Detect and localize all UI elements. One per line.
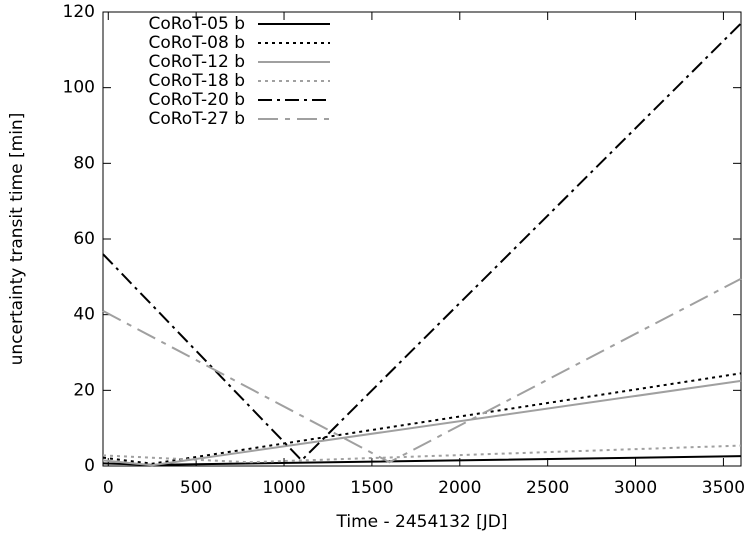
x-tick-label: 1000 xyxy=(262,478,305,498)
y-tick-label: 20 xyxy=(73,380,95,400)
legend-label: CoRoT-20 b xyxy=(148,90,245,110)
series-line xyxy=(102,379,742,467)
x-tick-label: 2500 xyxy=(526,478,569,498)
x-tick-label: 500 xyxy=(180,478,212,498)
y-axis-label: uncertainty transit time [min] xyxy=(7,113,27,366)
x-tick-label: 0 xyxy=(103,478,114,498)
x-axis-label: Time - 2454132 [JD] xyxy=(335,512,507,532)
y-tick-label: 60 xyxy=(73,229,95,249)
series-line xyxy=(102,372,742,465)
x-tick-label: 1500 xyxy=(350,478,393,498)
y-tick-label: 80 xyxy=(73,153,95,173)
x-tick-label: 3500 xyxy=(702,478,745,498)
y-tick-label: 0 xyxy=(84,456,95,476)
series-line xyxy=(102,455,742,466)
y-tick-label: 40 xyxy=(73,305,95,325)
legend-label: CoRoT-08 b xyxy=(148,33,245,53)
legend-label: CoRoT-05 b xyxy=(148,14,245,34)
y-tick-label: 100 xyxy=(63,78,95,98)
x-tick-label: 2000 xyxy=(438,478,481,498)
legend-label: CoRoT-27 b xyxy=(148,109,245,129)
series-line xyxy=(102,277,742,464)
legend-label: CoRoT-18 b xyxy=(148,71,245,91)
y-tick-label: 120 xyxy=(63,2,95,22)
legend-label: CoRoT-12 b xyxy=(148,52,245,72)
x-tick-label: 3000 xyxy=(614,478,657,498)
series-line xyxy=(102,444,742,464)
